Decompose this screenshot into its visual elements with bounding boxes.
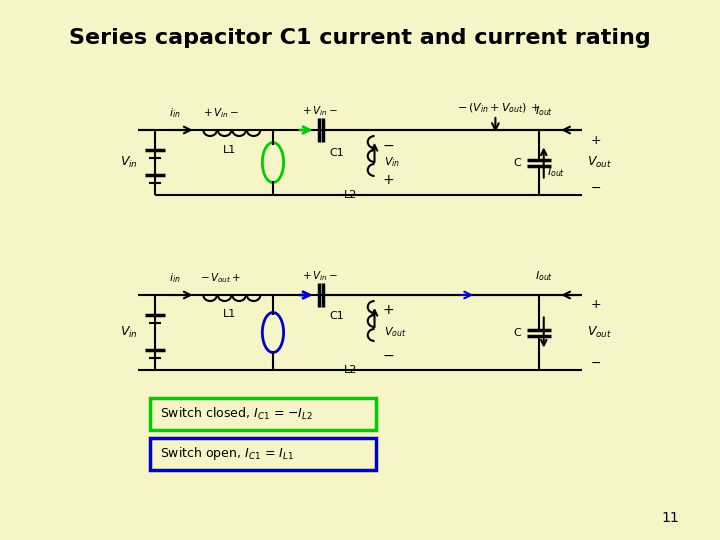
FancyBboxPatch shape	[150, 438, 377, 470]
Text: C1: C1	[329, 311, 344, 321]
Text: L2: L2	[343, 365, 357, 375]
Text: L1: L1	[222, 309, 236, 319]
Text: $-$: $-$	[590, 355, 601, 368]
Text: $V_{in}$: $V_{in}$	[120, 325, 138, 340]
Text: $+\,V_{in}-$: $+\,V_{in}-$	[203, 106, 239, 120]
Text: $-\,V_{out}+$: $-\,V_{out}+$	[200, 271, 242, 285]
Text: $V_{in}$: $V_{in}$	[384, 155, 400, 169]
Text: $V_{out}$: $V_{out}$	[384, 325, 407, 339]
Text: Switch closed, $I_{C1}$ = $-I_{L2}$: Switch closed, $I_{C1}$ = $-I_{L2}$	[160, 406, 313, 422]
Text: $-$: $-$	[382, 138, 395, 152]
FancyBboxPatch shape	[150, 398, 377, 430]
Text: $I_{out}$: $I_{out}$	[535, 104, 553, 118]
Text: $+$: $+$	[590, 133, 601, 146]
Text: C: C	[514, 158, 521, 167]
Text: $+\,V_{in}-$: $+\,V_{in}-$	[302, 104, 338, 118]
Text: $V_{out}$: $V_{out}$	[588, 325, 613, 340]
Text: L1: L1	[222, 145, 236, 155]
Text: $+$: $+$	[590, 299, 601, 312]
Text: Switch open, $I_{C1}$ = $I_{L1}$: Switch open, $I_{C1}$ = $I_{L1}$	[160, 446, 294, 462]
Text: L2: L2	[343, 190, 357, 200]
Text: C: C	[514, 327, 521, 338]
Text: $i_{in}$: $i_{in}$	[168, 106, 180, 120]
Text: 11: 11	[662, 511, 679, 525]
Text: $-$: $-$	[590, 180, 601, 193]
Text: $-$: $-$	[382, 348, 395, 362]
Text: Series capacitor C1 current and current rating: Series capacitor C1 current and current …	[69, 28, 651, 48]
Text: $I_{out}$: $I_{out}$	[535, 269, 553, 283]
Text: C1: C1	[329, 148, 344, 158]
Text: $V_{in}$: $V_{in}$	[120, 154, 138, 170]
Text: $+$: $+$	[382, 173, 395, 187]
Text: $V_{out}$: $V_{out}$	[588, 154, 613, 170]
Text: $i_{in}$: $i_{in}$	[168, 271, 180, 285]
Text: $+$: $+$	[382, 303, 395, 317]
Text: $+\,V_{in}-$: $+\,V_{in}-$	[302, 269, 338, 283]
Text: $I_{out}$: $I_{out}$	[546, 166, 565, 179]
Text: $-\,(V_{in}+V_{out})\,+$: $-\,(V_{in}+V_{out})\,+$	[456, 102, 540, 115]
